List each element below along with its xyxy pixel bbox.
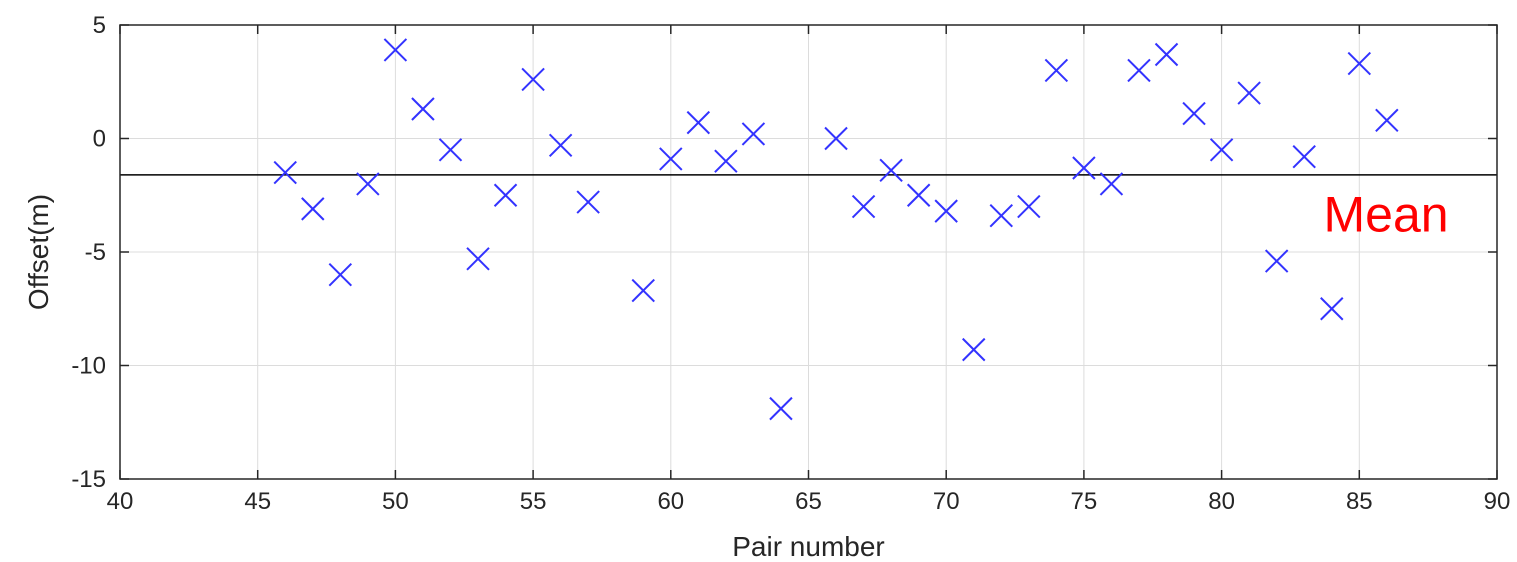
- axis-ticks: [119, 24, 1498, 480]
- data-point-3: [356, 172, 380, 196]
- data-point-32: [1209, 138, 1234, 162]
- data-point-17: [769, 396, 793, 421]
- data-point-16: [741, 122, 766, 146]
- data-point-23: [962, 337, 986, 362]
- x-tick-label-0: 40: [107, 488, 134, 515]
- data-point-36: [1320, 297, 1344, 321]
- y-tick-label-1: -10: [71, 353, 106, 380]
- y-tick-label-0: -15: [71, 466, 106, 493]
- data-point-30: [1154, 42, 1179, 67]
- data-point-8: [493, 183, 518, 207]
- x-tick-labels: 40 45 50 55 60 65 70 75 80 85 90: [107, 488, 1511, 515]
- x-tick-label-9: 85: [1346, 488, 1373, 515]
- x-tick-label-3: 55: [520, 488, 547, 515]
- x-tick-label-2: 50: [382, 488, 409, 515]
- y-tick-label-4: 5: [93, 12, 106, 39]
- data-point-27: [1072, 156, 1096, 180]
- data-point-19: [851, 194, 876, 219]
- x-tick-label-5: 65: [795, 488, 822, 515]
- data-point-22: [934, 199, 958, 223]
- data-point-29: [1127, 58, 1151, 83]
- grid: [119, 24, 1498, 480]
- data-point-0: [273, 160, 297, 185]
- data-point-12: [631, 278, 655, 303]
- data-point-28: [1099, 172, 1124, 196]
- x-tick-label-8: 80: [1208, 488, 1235, 515]
- y-tick-label-3: 0: [93, 126, 106, 153]
- data-point-11: [576, 190, 600, 214]
- data-point-21: [906, 183, 931, 207]
- data-point-14: [686, 110, 711, 135]
- x-tick-label-10: 90: [1484, 488, 1511, 515]
- data-point-1: [301, 197, 325, 221]
- data-point-31: [1182, 101, 1206, 126]
- x-tick-label-1: 45: [244, 488, 271, 515]
- y-tick-label-2: -5: [85, 239, 106, 266]
- y-axis-label: Offset(m): [23, 194, 54, 310]
- x-tick-label-4: 60: [657, 488, 684, 515]
- data-point-20: [879, 158, 903, 182]
- mean-annotation: Mean: [1323, 186, 1448, 242]
- data-point-37: [1347, 51, 1372, 76]
- data-point-2: [328, 262, 353, 287]
- y-tick-labels: -15 -10 -5 0 5: [71, 12, 106, 493]
- data-point-7: [466, 247, 490, 271]
- data-point-26: [1044, 58, 1069, 83]
- x-tick-label-7: 75: [1071, 488, 1098, 515]
- x-axis-label: Pair number: [732, 531, 885, 562]
- data-point-33: [1237, 81, 1261, 105]
- data-points: [273, 38, 1399, 421]
- data-point-6: [438, 138, 463, 162]
- data-point-15: [714, 149, 738, 173]
- data-point-13: [659, 147, 683, 171]
- data-point-35: [1292, 144, 1316, 169]
- data-point-5: [411, 97, 435, 121]
- data-point-34: [1264, 249, 1289, 273]
- data-point-4: [383, 38, 408, 62]
- data-point-9: [521, 67, 545, 92]
- data-point-10: [548, 133, 573, 158]
- data-point-25: [1017, 194, 1041, 219]
- data-point-38: [1375, 108, 1399, 133]
- x-tick-label-6: 70: [933, 488, 960, 515]
- data-point-24: [989, 203, 1013, 228]
- data-point-18: [824, 126, 848, 151]
